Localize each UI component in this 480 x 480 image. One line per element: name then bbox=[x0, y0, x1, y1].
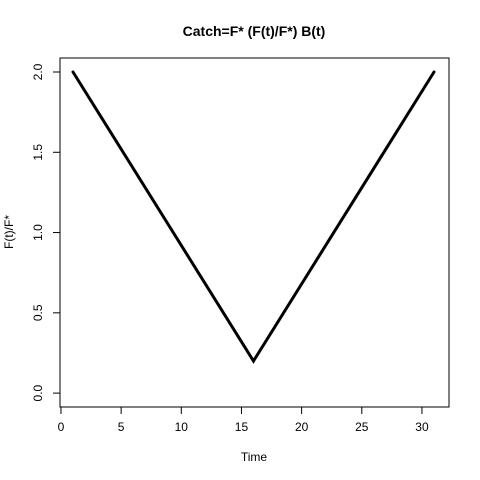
y-tick-label: 0.5 bbox=[31, 304, 45, 321]
x-tick-label: 10 bbox=[175, 420, 189, 434]
x-tick-label: 25 bbox=[355, 420, 369, 434]
x-tick-label: 15 bbox=[235, 420, 249, 434]
x-axis-label: Time bbox=[241, 450, 268, 464]
y-tick-label: 1.5 bbox=[31, 144, 45, 161]
y-tick-label: 0.0 bbox=[31, 384, 45, 401]
x-tick-label: 30 bbox=[415, 420, 429, 434]
y-tick-label: 1.0 bbox=[31, 224, 45, 241]
x-axis: 0 5 10 15 20 25 30 bbox=[58, 407, 429, 434]
x-tick-label: 0 bbox=[58, 420, 65, 434]
series-layer bbox=[73, 72, 434, 361]
x-tick-label: 20 bbox=[295, 420, 309, 434]
y-tick-label: 2.0 bbox=[31, 63, 45, 80]
x-tick-label: 5 bbox=[118, 420, 125, 434]
y-axis: 0.0 0.5 1.0 1.5 2.0 bbox=[31, 63, 60, 401]
plot-frame bbox=[60, 58, 449, 407]
series-line bbox=[73, 72, 434, 361]
chart-title: Catch=F* (F(t)/F*) B(t) bbox=[183, 23, 326, 39]
y-axis-label: F(t)/F* bbox=[2, 215, 16, 249]
